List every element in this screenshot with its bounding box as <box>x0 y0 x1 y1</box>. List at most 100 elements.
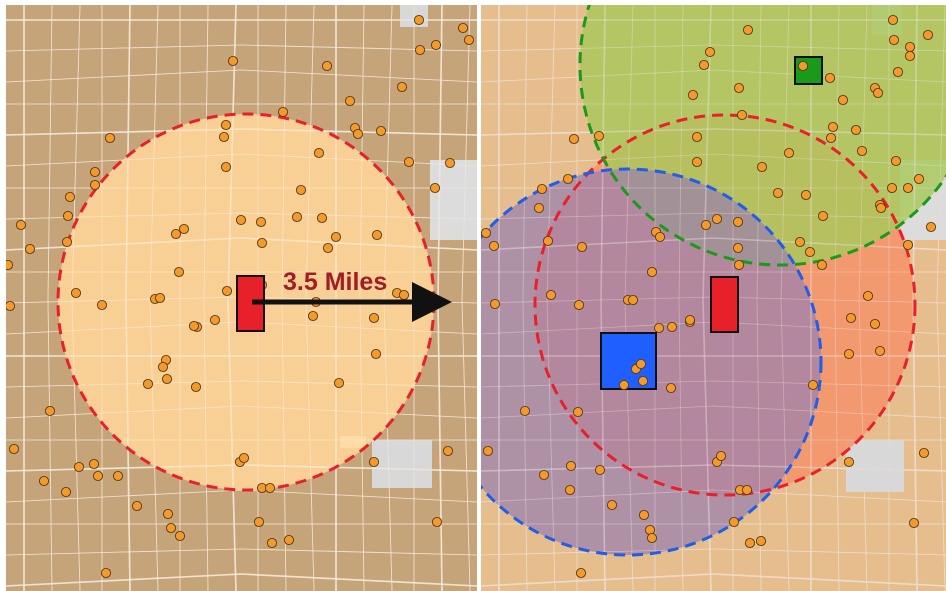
customer-point <box>843 456 855 468</box>
customer-point <box>165 522 177 534</box>
blue-zone-circle <box>481 167 823 557</box>
customer-point <box>827 121 839 133</box>
customer-point <box>843 348 855 360</box>
customer-point <box>430 39 442 51</box>
customer-point <box>64 191 76 203</box>
customer-point <box>238 452 250 464</box>
road-line <box>481 69 946 83</box>
customer-point <box>431 516 443 528</box>
customer-point <box>715 450 727 462</box>
customer-point <box>96 299 108 311</box>
road-line <box>481 548 946 556</box>
customer-point <box>154 292 166 304</box>
customer-point <box>890 155 902 167</box>
customer-point <box>92 470 104 482</box>
customer-point <box>6 259 14 271</box>
customer-point <box>536 183 548 195</box>
customer-point <box>344 95 356 107</box>
customer-point <box>635 358 647 370</box>
customer-point <box>698 59 710 71</box>
customer-point <box>73 461 85 473</box>
customer-point <box>736 109 748 121</box>
customer-point <box>220 161 232 173</box>
customer-point <box>687 89 699 101</box>
panel-divider <box>477 0 481 591</box>
customer-point <box>665 382 677 394</box>
customer-point <box>333 377 345 389</box>
customer-point <box>371 229 383 241</box>
customer-point <box>728 516 740 528</box>
road-line <box>546 5 556 591</box>
customer-point <box>178 223 190 235</box>
customer-point <box>772 187 784 199</box>
customer-point <box>235 214 247 226</box>
green-zone-circle <box>578 5 946 267</box>
customer-point <box>6 300 16 312</box>
customer-point <box>89 179 101 191</box>
customer-point <box>481 227 492 239</box>
left-water-block <box>430 160 477 240</box>
customer-point <box>887 14 899 26</box>
customer-point <box>732 242 744 254</box>
customer-point <box>755 535 767 547</box>
customer-point <box>375 125 387 137</box>
customer-point <box>403 156 415 168</box>
road-line <box>6 548 477 556</box>
customer-point <box>902 182 914 194</box>
road-line <box>6 212 477 220</box>
customer-point <box>627 294 639 306</box>
customer-point <box>24 243 36 255</box>
customer-point <box>756 161 768 173</box>
customer-point <box>666 321 678 333</box>
road-line <box>6 405 477 419</box>
customer-point <box>457 22 469 34</box>
customer-point <box>872 87 884 99</box>
road-line <box>481 128 946 136</box>
customer-point <box>429 182 441 194</box>
customer-point <box>576 241 588 253</box>
road-line <box>227 5 237 591</box>
customer-point <box>565 460 577 472</box>
customer-point <box>711 213 723 225</box>
customer-point <box>691 156 703 168</box>
customer-point <box>283 534 295 546</box>
customer-point <box>904 50 916 62</box>
customer-point <box>800 189 812 201</box>
customer-point <box>575 567 587 579</box>
customer-point <box>732 216 744 228</box>
left-water-block <box>372 440 432 488</box>
customer-point <box>862 290 874 302</box>
customer-point <box>837 94 849 106</box>
customer-point <box>482 445 494 457</box>
road-line <box>522 5 528 591</box>
customer-point <box>291 211 303 223</box>
customer-point <box>370 348 382 360</box>
customer-point <box>188 320 200 332</box>
customer-point <box>264 482 276 494</box>
customer-point <box>533 202 545 214</box>
customer-point <box>618 379 630 391</box>
customer-point <box>70 287 82 299</box>
customer-point <box>704 46 716 58</box>
customer-point <box>684 314 696 326</box>
customer-point <box>794 236 806 248</box>
road-line <box>678 5 684 591</box>
road-line <box>125 5 131 591</box>
customer-point <box>741 484 753 496</box>
right-customer-points <box>481 14 937 579</box>
right-map-panel <box>481 5 946 591</box>
customer-point <box>545 289 557 301</box>
road-line <box>6 128 477 136</box>
road-line <box>481 212 946 220</box>
customer-point <box>368 456 380 468</box>
road-line <box>912 5 918 591</box>
customer-point <box>413 14 425 26</box>
customer-point <box>227 55 239 67</box>
road-line <box>481 573 946 587</box>
customer-point <box>888 34 900 46</box>
customer-point <box>307 310 319 322</box>
road-line <box>6 44 477 52</box>
customer-point <box>277 106 289 118</box>
customer-point <box>60 486 72 498</box>
